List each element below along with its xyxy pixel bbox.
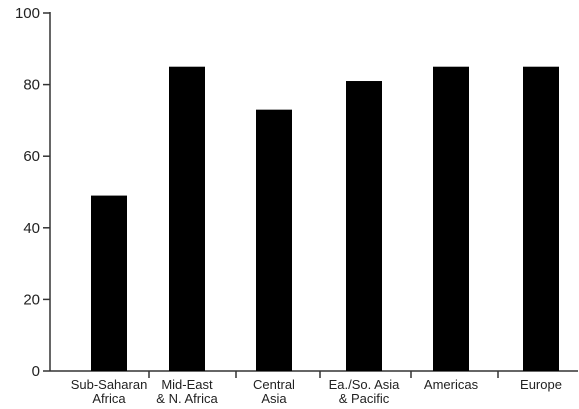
- bars: [91, 66, 559, 372]
- x-category-label: Ea./So. Asia & Pacific: [329, 377, 401, 406]
- labels: 0 20 40 60 80 100 Sub-Saharan Africa Mid-East & N…: [15, 5, 562, 406]
- x-category-label: Sub-Saharan Africa: [71, 377, 148, 406]
- x-category-label: Mid-East & N. Africa: [156, 377, 218, 406]
- y-tick-label: 80: [23, 77, 40, 94]
- y-tick-label: 20: [23, 291, 40, 308]
- x-category-label: Americas: [424, 377, 479, 392]
- x-category-label: Central Asia: [253, 377, 295, 406]
- axes: [43, 12, 578, 378]
- y-tick-label: 60: [23, 148, 40, 165]
- bar: [433, 66, 469, 371]
- x-category-label: Europe: [520, 377, 562, 392]
- y-tick-label: 0: [32, 363, 40, 380]
- y-tick-label: 100: [15, 5, 40, 22]
- bar: [256, 109, 292, 371]
- bar: [346, 81, 382, 372]
- bar: [91, 195, 127, 371]
- bar: [523, 66, 559, 371]
- bar: [169, 66, 205, 371]
- y-tick-label: 40: [23, 220, 40, 237]
